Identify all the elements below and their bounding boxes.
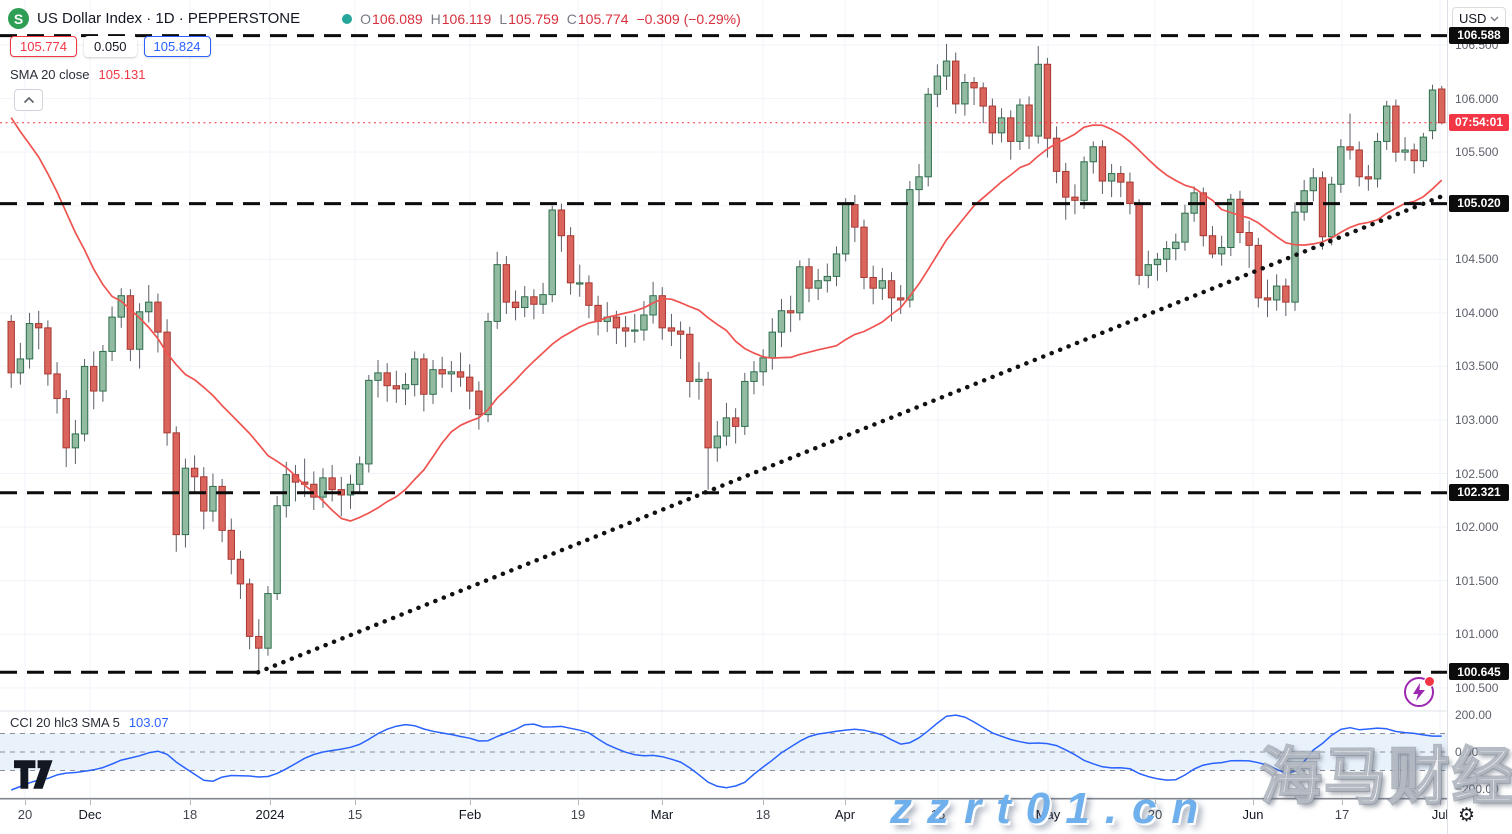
- currency-label: USD: [1459, 11, 1487, 26]
- price-tick: 100.500: [1455, 680, 1499, 695]
- ohlc-readout: O106.089 H106.119 L105.759 C105.774 −0.3…: [360, 11, 741, 27]
- time-tick: [1440, 800, 1441, 805]
- time-tick: [1048, 800, 1049, 805]
- sma-value: 105.131: [98, 67, 146, 82]
- time-tick: [1155, 800, 1156, 805]
- time-tick: [1253, 800, 1254, 805]
- price-tick: 101.500: [1455, 573, 1499, 588]
- time-tick: [355, 800, 356, 805]
- time-label: 19: [570, 807, 586, 822]
- time-label: Dec: [78, 807, 102, 822]
- level-price-label: 102.321: [1449, 483, 1509, 501]
- sma-legend[interactable]: SMA 20 close 105.131: [10, 67, 146, 82]
- time-tick: [190, 800, 191, 805]
- boost-flash-button[interactable]: [1404, 676, 1435, 707]
- time-label: 18: [182, 807, 198, 822]
- symbol-title[interactable]: US Dollar Index · 1D · PEPPERSTONE: [37, 10, 301, 27]
- time-tick: [763, 800, 764, 805]
- cci-tick: 200.00: [1455, 708, 1492, 723]
- price-tick: 103.500: [1455, 359, 1499, 374]
- symbol-logo-icon[interactable]: S: [8, 8, 29, 29]
- cci-tick: −200.00: [1455, 781, 1499, 796]
- high-label: H: [430, 10, 441, 27]
- time-label: 20: [17, 807, 33, 822]
- high-value: 106.119: [441, 10, 492, 27]
- open-value: 106.089: [372, 10, 423, 27]
- time-axis[interactable]: 20 Dec 18 2024 15 Feb 19 Mar 18 Apr 15 May 20 Jun 17 Ju…: [0, 800, 1449, 834]
- cci-legend[interactable]: CCI 20 hlc3 SMA 5 103.07: [10, 715, 169, 730]
- time-tick: [578, 800, 579, 805]
- time-tick: [270, 800, 271, 805]
- change-value: −0.309 (−0.29%): [636, 10, 741, 27]
- close-value: 105.774: [577, 10, 629, 27]
- time-tick: [470, 800, 471, 805]
- time-label: Feb: [458, 807, 482, 822]
- level-price-label: 100.645: [1449, 663, 1509, 681]
- time-label: Mar: [650, 807, 674, 822]
- cci-value: 103.07: [128, 715, 169, 730]
- time-label: Apr: [834, 807, 856, 822]
- price-tick: 101.000: [1455, 627, 1499, 642]
- symbol-header: S US Dollar Index · 1D · PEPPERSTONE O10…: [8, 8, 741, 29]
- low-value: 105.759: [508, 10, 559, 27]
- open-label: O: [360, 10, 372, 27]
- market-status-dot-icon[interactable]: [342, 13, 353, 24]
- price-tick: 104.000: [1455, 305, 1499, 320]
- level-price-label: 106.588: [1449, 26, 1509, 44]
- main-chart-canvas[interactable]: [0, 0, 1447, 800]
- axis-corner-box[interactable]: ⚙: [1447, 800, 1512, 834]
- time-tick: [25, 800, 26, 805]
- legend-collapse-button[interactable]: [14, 89, 43, 111]
- close-label: C: [566, 10, 577, 27]
- gear-icon[interactable]: ⚙: [1458, 805, 1476, 826]
- price-tick: 104.500: [1455, 252, 1499, 267]
- time-label: 20: [1147, 807, 1163, 822]
- tradingview-logo-icon[interactable]: [14, 760, 54, 794]
- chevron-up-icon: [23, 96, 34, 104]
- time-label: May: [1035, 807, 1061, 822]
- bar-countdown-label: 07:54:01: [1449, 113, 1509, 131]
- level-price-label: 105.020: [1449, 194, 1509, 212]
- price-tick: 106.000: [1455, 91, 1499, 106]
- price-tick: 102.500: [1455, 466, 1499, 481]
- cci-tick: 0.00: [1455, 745, 1479, 759]
- trade-price-tags: 105.774 0.050 105.824: [10, 36, 211, 57]
- time-label: Jul: [1431, 807, 1449, 822]
- time-label: 2024: [255, 807, 285, 822]
- time-tick: [90, 800, 91, 805]
- price-axis[interactable]: USD 106.500 106.000 105.500 104.500 104.000 1…: [1447, 0, 1512, 800]
- cci-name: CCI 20 hlc3 SMA 5: [10, 715, 120, 730]
- price-tick: 102.000: [1455, 520, 1499, 535]
- time-tick: [938, 800, 939, 805]
- price-tick: 105.500: [1455, 145, 1499, 160]
- currency-dropdown[interactable]: USD: [1452, 7, 1506, 30]
- time-tick: [1342, 800, 1343, 805]
- buy-price-button[interactable]: 105.824: [143, 36, 211, 57]
- time-label: 17: [1334, 807, 1350, 822]
- spread-value: 0.050: [84, 36, 137, 57]
- time-label: 18: [755, 807, 771, 822]
- price-tick: 103.000: [1455, 412, 1499, 427]
- chevron-down-icon: [1490, 16, 1499, 21]
- time-tick: [662, 800, 663, 805]
- low-label: L: [499, 10, 508, 27]
- sma-name: SMA 20 close: [10, 67, 90, 82]
- time-label: Jun: [1242, 807, 1264, 822]
- time-tick: [845, 800, 846, 805]
- lightning-icon: [1413, 683, 1425, 701]
- sell-price-button[interactable]: 105.774: [10, 36, 77, 57]
- notification-dot-icon: [1424, 676, 1435, 687]
- time-label: 15: [347, 807, 363, 822]
- time-label: 15: [930, 807, 946, 822]
